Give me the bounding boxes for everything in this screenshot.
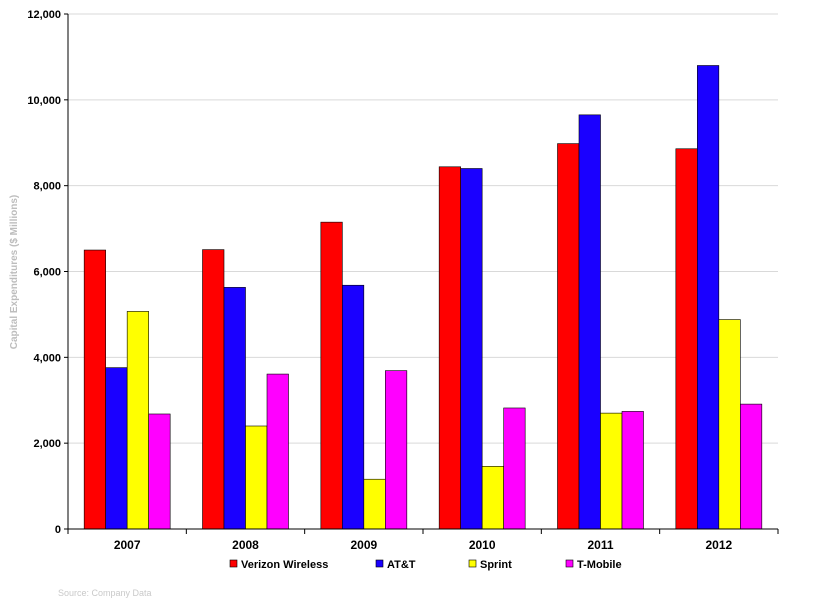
y-tick-label: 6,000 (33, 267, 61, 279)
legend-label: Sprint (480, 559, 512, 571)
legend-label: T-Mobile (577, 559, 622, 571)
bar-sprint-2011 (600, 412, 623, 530)
bar-sprint-2009 (363, 478, 386, 530)
bar-t-mobile-2012 (740, 403, 763, 530)
bar-at-t-2011 (578, 114, 601, 530)
legend-swatch (229, 559, 238, 568)
legend-swatch (375, 559, 384, 568)
bar-verizon-wireless-2011 (557, 143, 580, 530)
gridlines (68, 13, 778, 444)
y-axis-title: Capital Expenditures ($ Millions) (9, 195, 20, 349)
x-tick-label: 2007 (114, 538, 141, 552)
bar-t-mobile-2007 (148, 413, 171, 530)
bar-t-mobile-2008 (266, 373, 289, 530)
bar-sprint-2008 (245, 425, 268, 530)
bar-verizon-wireless-2007 (83, 249, 106, 530)
legend-item: Sprint (468, 559, 512, 571)
y-tick-label: 0 (55, 524, 61, 536)
bar-verizon-wireless-2012 (675, 148, 698, 530)
legend-label: AT&T (387, 559, 416, 571)
x-tick-label: 2010 (469, 538, 496, 552)
bar-t-mobile-2009 (385, 370, 408, 530)
x-tick-label: 2009 (350, 538, 377, 552)
bar-verizon-wireless-2009 (320, 221, 343, 530)
y-tick-label: 4,000 (33, 352, 61, 364)
bar-sprint-2012 (718, 319, 741, 530)
legend: Verizon Wireless AT&T Sprint T-Mobile (229, 559, 622, 571)
legend-item: T-Mobile (565, 559, 622, 571)
legend-swatch (565, 559, 574, 568)
legend-item: Verizon Wireless (229, 559, 328, 571)
legend-label: Verizon Wireless (241, 559, 328, 571)
y-tick-label: 12,000 (27, 9, 61, 21)
y-tick-labels: 0 2,000 4,000 6,000 8,000 10,000 12,000 (27, 9, 68, 536)
bar-verizon-wireless-2010 (438, 166, 461, 530)
x-tick-labels: 2007 2008 2009 2010 2011 2012 (67, 529, 779, 552)
y-tick-label: 10,000 (27, 95, 61, 107)
bar-at-t-2008 (223, 287, 246, 530)
legend-item: AT&T (375, 559, 416, 571)
x-tick-label: 2011 (587, 538, 613, 552)
y-tick-label: 2,000 (33, 438, 61, 450)
bar-at-t-2009 (342, 284, 365, 530)
bar-t-mobile-2010 (503, 407, 526, 530)
bar-at-t-2010 (460, 168, 483, 530)
bar-sprint-2010 (481, 466, 504, 530)
bar-verizon-wireless-2008 (202, 249, 225, 530)
bar-sprint-2007 (126, 311, 149, 530)
bar-marks (83, 65, 763, 530)
y-tick-label: 8,000 (33, 181, 61, 193)
bar-at-t-2007 (105, 367, 128, 530)
bar-at-t-2012 (697, 65, 720, 530)
bar-t-mobile-2011 (621, 411, 644, 530)
source-note: Source: Company Data (58, 588, 152, 598)
x-tick-label: 2008 (232, 538, 259, 552)
x-tick-label: 2012 (705, 538, 732, 552)
legend-swatch (468, 559, 477, 568)
